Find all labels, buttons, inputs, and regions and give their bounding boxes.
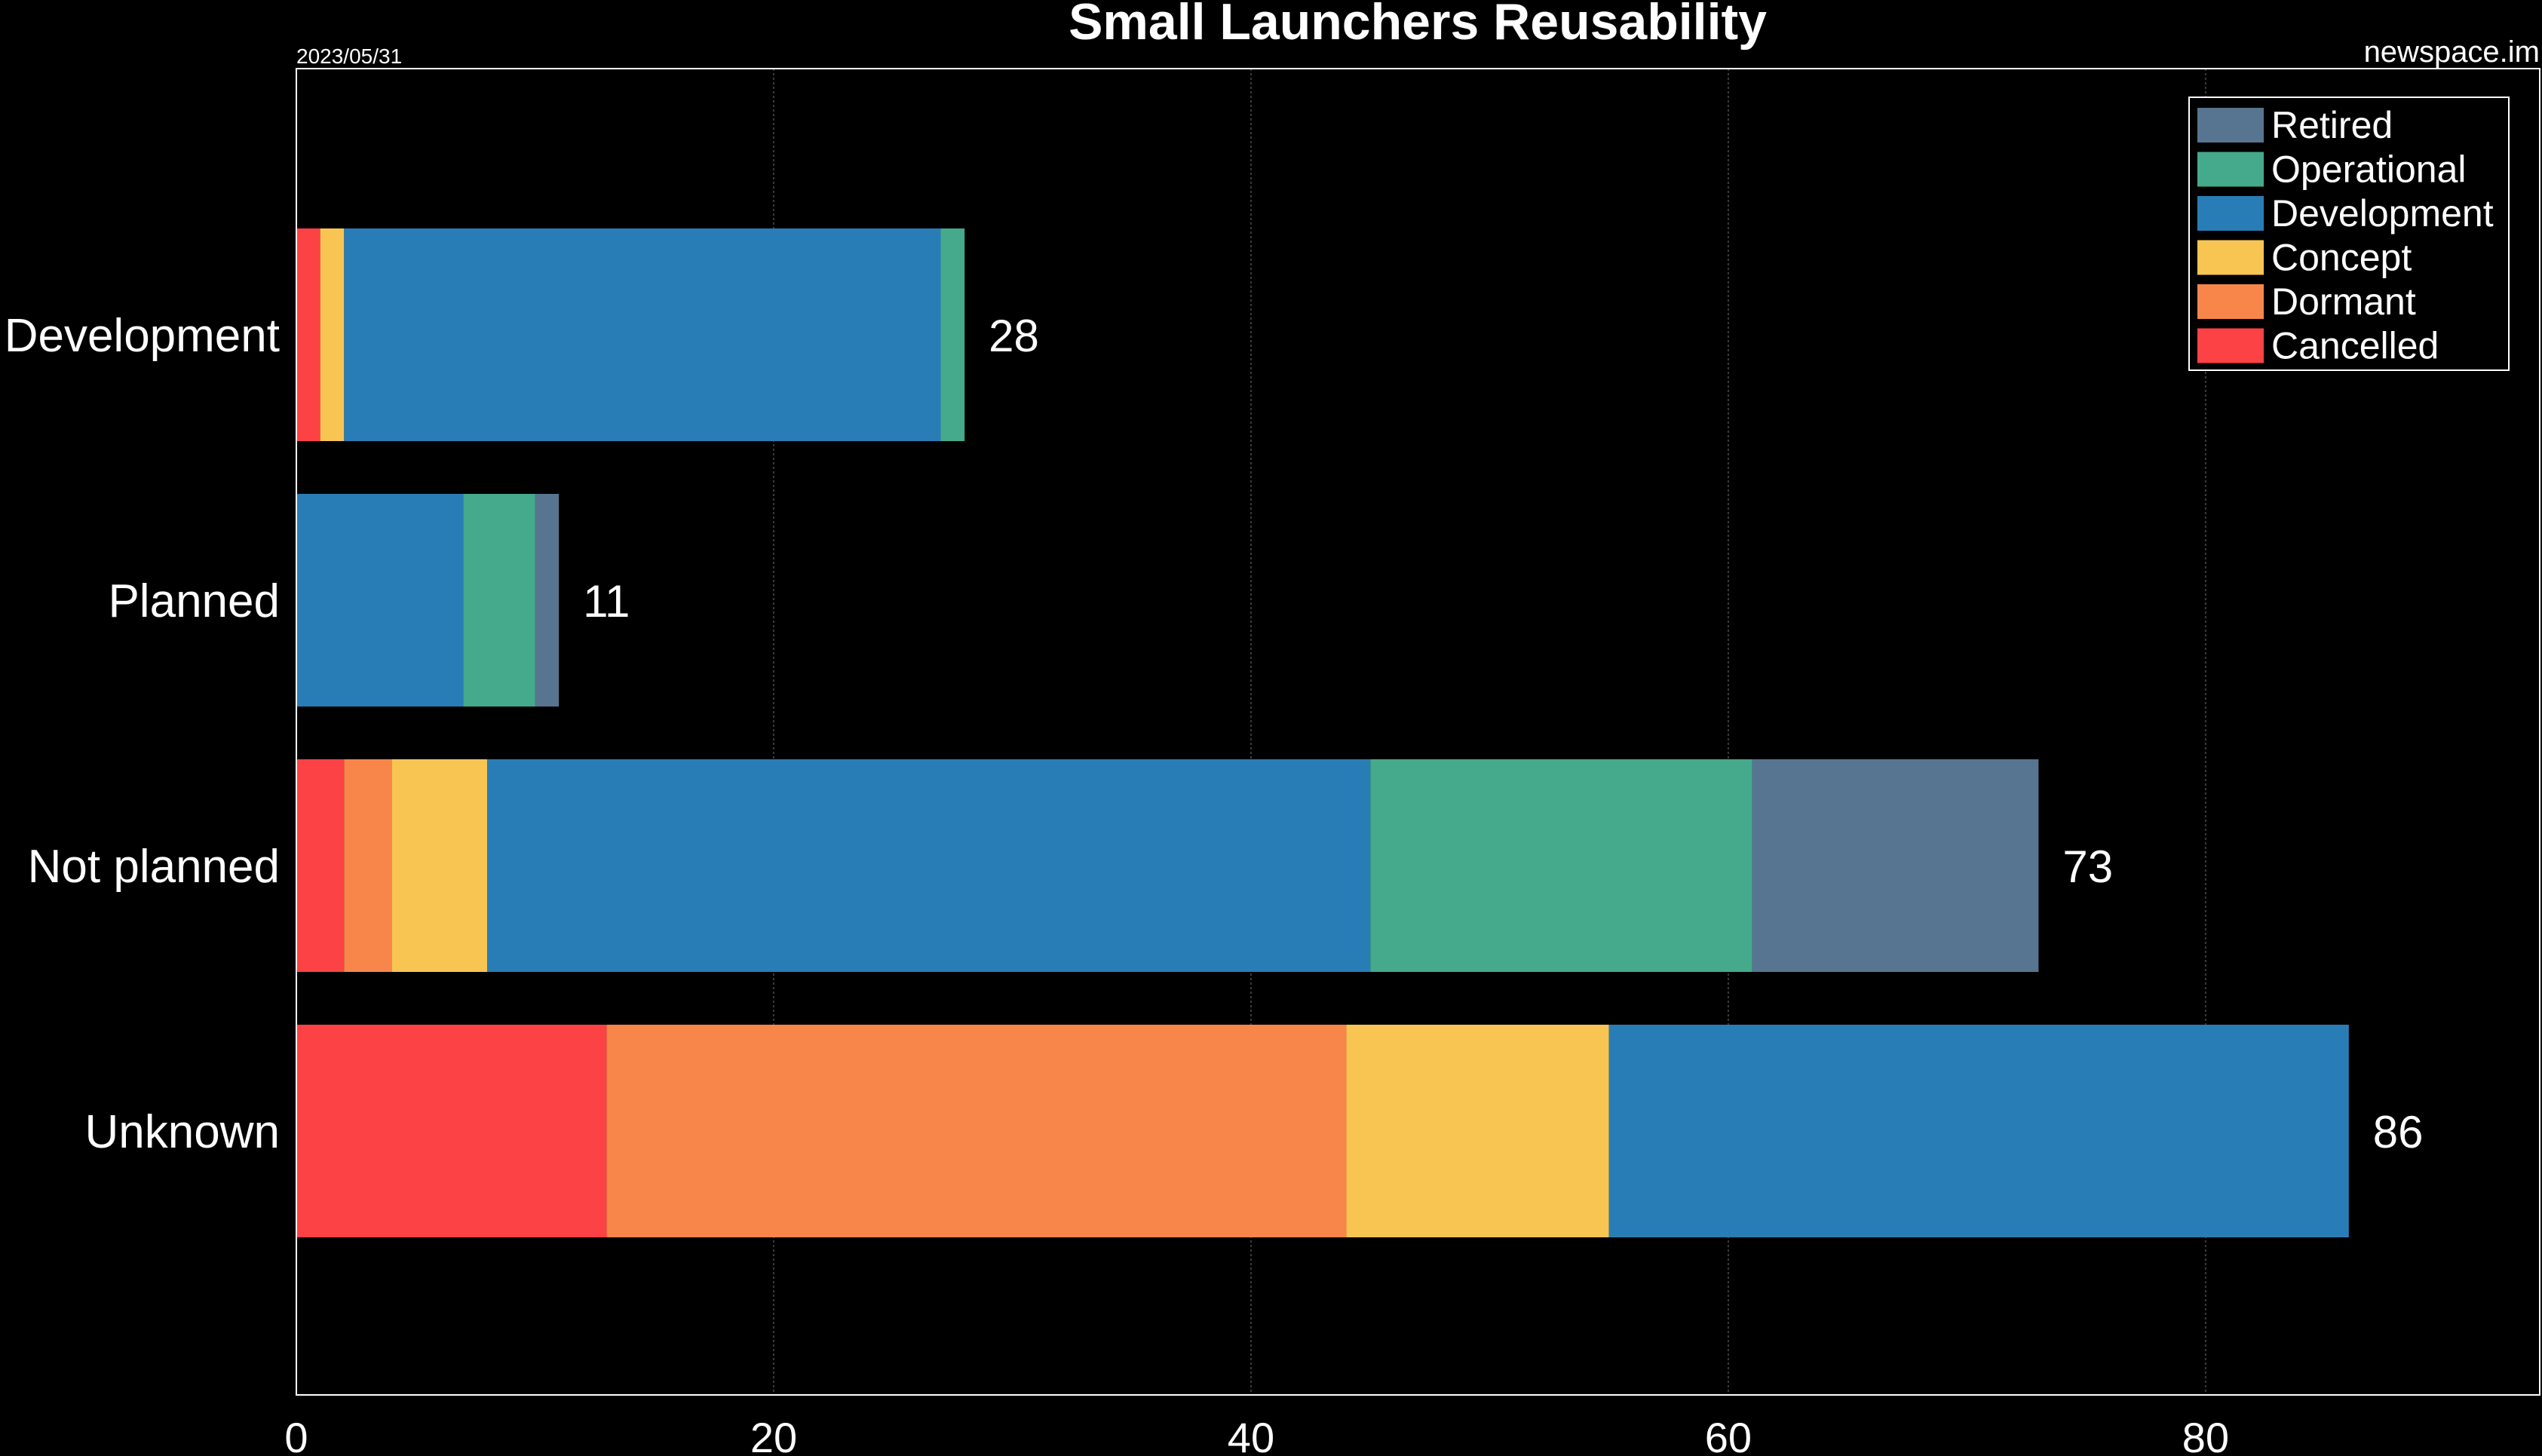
legend-swatch — [2197, 328, 2264, 363]
bar-segment — [1370, 759, 1752, 972]
legend: RetiredOperationalDevelopmentConceptDorm… — [2188, 97, 2510, 371]
category-label: Not planned — [28, 841, 280, 893]
bar-segment — [296, 1025, 607, 1237]
bar-segment — [320, 228, 345, 441]
category-label: Planned — [108, 575, 280, 627]
bar-segment — [463, 494, 535, 707]
legend-label: Concept — [2271, 237, 2412, 279]
total-label: 86 — [2373, 1107, 2424, 1157]
total-label: 28 — [989, 311, 1039, 361]
date-label: 2023/05/31 — [296, 44, 402, 68]
x-tick-label: 60 — [1705, 1414, 1752, 1456]
x-tick-label: 20 — [750, 1414, 797, 1456]
legend-label: Development — [2271, 192, 2494, 234]
legend-swatch — [2197, 108, 2264, 143]
legend-box — [2188, 97, 2510, 371]
legend-label: Cancelled — [2271, 325, 2439, 367]
legend-swatch — [2197, 240, 2264, 275]
legend-label: Dormant — [2271, 280, 2416, 323]
bar-segment — [391, 759, 488, 972]
bar-segment — [296, 228, 320, 441]
total-label: 73 — [2062, 841, 2113, 892]
chart-title: Small Launchers Reusability — [1069, 0, 1767, 51]
total-labels: 28 11 73 86 — [583, 311, 2423, 1157]
x-tick-label: 80 — [2182, 1414, 2229, 1456]
legend-swatch — [2197, 196, 2264, 231]
legend-label: Operational — [2271, 149, 2467, 191]
bar-segment — [344, 759, 392, 972]
legend-swatch — [2197, 284, 2264, 319]
bar-segment — [344, 228, 941, 441]
site-label: newspace.im — [2364, 35, 2540, 69]
bar-segment — [487, 759, 1371, 972]
bar-segment — [940, 228, 965, 441]
bar-segment — [606, 1025, 1347, 1237]
legend-label: Retired — [2271, 104, 2393, 146]
bar-segment — [1608, 1025, 2349, 1237]
x-tick-label: 0 — [284, 1414, 308, 1456]
x-axis-ticks: 0 20 40 60 80 — [284, 1414, 2229, 1456]
bar-segment — [296, 759, 345, 972]
bars — [296, 228, 2349, 1237]
bar-segment — [1346, 1025, 1609, 1237]
category-label: Unknown — [85, 1106, 280, 1158]
legend-swatch — [2197, 152, 2264, 187]
bar-segment — [1752, 759, 2039, 972]
plot-frame — [296, 68, 2540, 1396]
total-label: 11 — [583, 576, 630, 627]
bar-segment — [296, 494, 464, 707]
bar-segment — [535, 494, 560, 707]
x-tick-label: 40 — [1228, 1414, 1274, 1456]
category-labels: Development Planned Not planned Unknown — [5, 310, 280, 1158]
category-label: Development — [5, 310, 280, 362]
